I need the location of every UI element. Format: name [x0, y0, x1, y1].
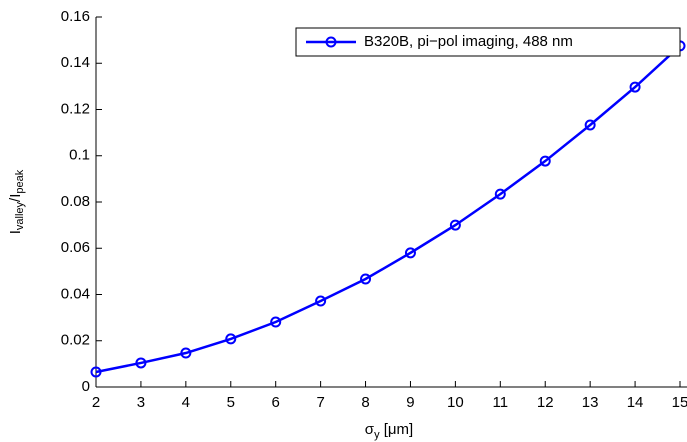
data-point — [360, 273, 372, 285]
y-tick-label: 0.06 — [61, 239, 90, 256]
label-part: I — [7, 230, 24, 234]
x-axis-label: σy [μm] — [365, 421, 413, 441]
data-point — [315, 295, 327, 307]
data-point — [180, 347, 192, 359]
y-tick-label: 0 — [82, 378, 90, 395]
data-point — [584, 119, 596, 131]
data-point — [629, 81, 641, 93]
label-part: /I — [7, 194, 24, 202]
x-tick-label: 2 — [92, 394, 100, 411]
x-tick-label: 7 — [316, 394, 324, 411]
label-part: [μm] — [380, 421, 414, 438]
label-part: σ — [365, 421, 375, 438]
x-tick-label: 11 — [493, 394, 509, 411]
x-tick-label: 4 — [182, 394, 190, 411]
data-point — [135, 357, 147, 369]
subscript: y — [374, 429, 380, 441]
x-tick-label: 10 — [447, 394, 464, 411]
x-tick-label: 13 — [582, 394, 599, 411]
series-line — [95, 44, 681, 374]
y-tick-label: 0.12 — [61, 100, 90, 117]
subscript: valley — [14, 201, 26, 230]
x-tick-label: 12 — [537, 394, 554, 411]
x-tick-label: 14 — [627, 394, 644, 411]
x-tick-label: 6 — [272, 394, 280, 411]
data-point — [90, 366, 102, 378]
x-tick-label: 15 — [672, 394, 687, 411]
legend-label: B320B, pi−pol imaging, 488 nm — [364, 33, 573, 50]
legend-box — [295, 27, 681, 57]
y-tick-label: 0.04 — [61, 285, 90, 302]
y-tick-label: 0.16 — [61, 8, 90, 25]
data-point — [225, 333, 237, 345]
y-tick-label: 0.1 — [69, 147, 90, 164]
x-tick-label: 3 — [137, 394, 145, 411]
legend-marker — [325, 36, 337, 48]
y-tick-label: 0.02 — [61, 332, 90, 349]
data-point — [539, 155, 551, 167]
y-axis-label: Ivalley/Ipeak — [7, 169, 26, 234]
y-tick-label: 0.08 — [61, 193, 90, 210]
data-point — [270, 316, 282, 328]
x-tick-label: 9 — [406, 394, 414, 411]
x-tick-label: 5 — [227, 394, 235, 411]
data-point — [449, 219, 461, 231]
data-point — [494, 188, 506, 200]
subscript: peak — [14, 169, 26, 193]
data-point — [404, 247, 416, 259]
x-tick-label: 8 — [361, 394, 369, 411]
y-tick-label: 0.14 — [61, 54, 90, 71]
